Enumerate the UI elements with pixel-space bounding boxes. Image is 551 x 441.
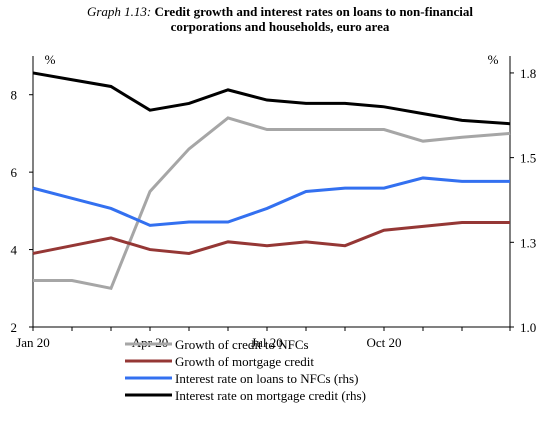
x-tick-label: Jan 20 <box>16 335 50 350</box>
title-text: Credit growth and interest rates on loan… <box>154 4 474 34</box>
chart-title: Graph 1.13: Credit growth and interest r… <box>60 4 500 34</box>
y-tick-label: 4 <box>11 243 18 258</box>
y2-tick-label: 1.3 <box>520 235 536 250</box>
series-line <box>32 176 510 227</box>
y-tick-label: 8 <box>11 88 18 103</box>
legend-label: Growth of credit to NFCs <box>175 337 309 352</box>
legend-label: Interest rate on mortgage credit (rhs) <box>175 388 366 403</box>
y-tick-label: 6 <box>11 165 18 180</box>
x-tick-label: Jul 20 <box>251 335 282 350</box>
legend-label: Interest rate on loans to NFCs (rhs) <box>175 371 358 386</box>
y2-tick-label: 1.8 <box>520 66 536 81</box>
y-tick-label: 2 <box>11 320 18 335</box>
y2-tick-label: 1.5 <box>520 151 536 166</box>
legend-label: Growth of mortgage credit <box>175 354 314 369</box>
series-line <box>33 116 511 290</box>
y-unit: % <box>45 52 56 67</box>
title-prefix: Graph 1.13: <box>86 4 152 19</box>
series-line <box>32 71 511 126</box>
y2-unit: % <box>488 52 499 67</box>
series-line <box>32 220 510 255</box>
y2-tick-label: 1.0 <box>520 320 536 335</box>
x-tick-label: Oct 20 <box>366 335 401 350</box>
